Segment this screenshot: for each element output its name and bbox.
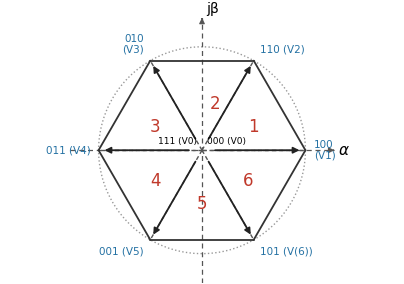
Text: 1: 1 bbox=[248, 118, 259, 137]
Text: 2: 2 bbox=[210, 95, 221, 113]
Text: 101 (V(6)): 101 (V(6)) bbox=[260, 246, 313, 256]
Text: 111 (V0): 111 (V0) bbox=[158, 137, 197, 146]
Text: 4: 4 bbox=[150, 172, 161, 190]
Text: α: α bbox=[339, 143, 349, 158]
Text: 011 (V4): 011 (V4) bbox=[46, 145, 90, 155]
Text: 6: 6 bbox=[243, 172, 254, 190]
Text: 001 (V5): 001 (V5) bbox=[99, 246, 144, 256]
Text: 000 (V0): 000 (V0) bbox=[207, 137, 246, 146]
Text: 110 (V2): 110 (V2) bbox=[260, 45, 305, 55]
Text: jβ: jβ bbox=[206, 2, 219, 16]
Text: 5: 5 bbox=[197, 195, 207, 213]
Text: 3: 3 bbox=[150, 118, 161, 137]
Text: 010
(V3): 010 (V3) bbox=[122, 34, 144, 55]
Text: 100
(V1): 100 (V1) bbox=[314, 140, 335, 161]
